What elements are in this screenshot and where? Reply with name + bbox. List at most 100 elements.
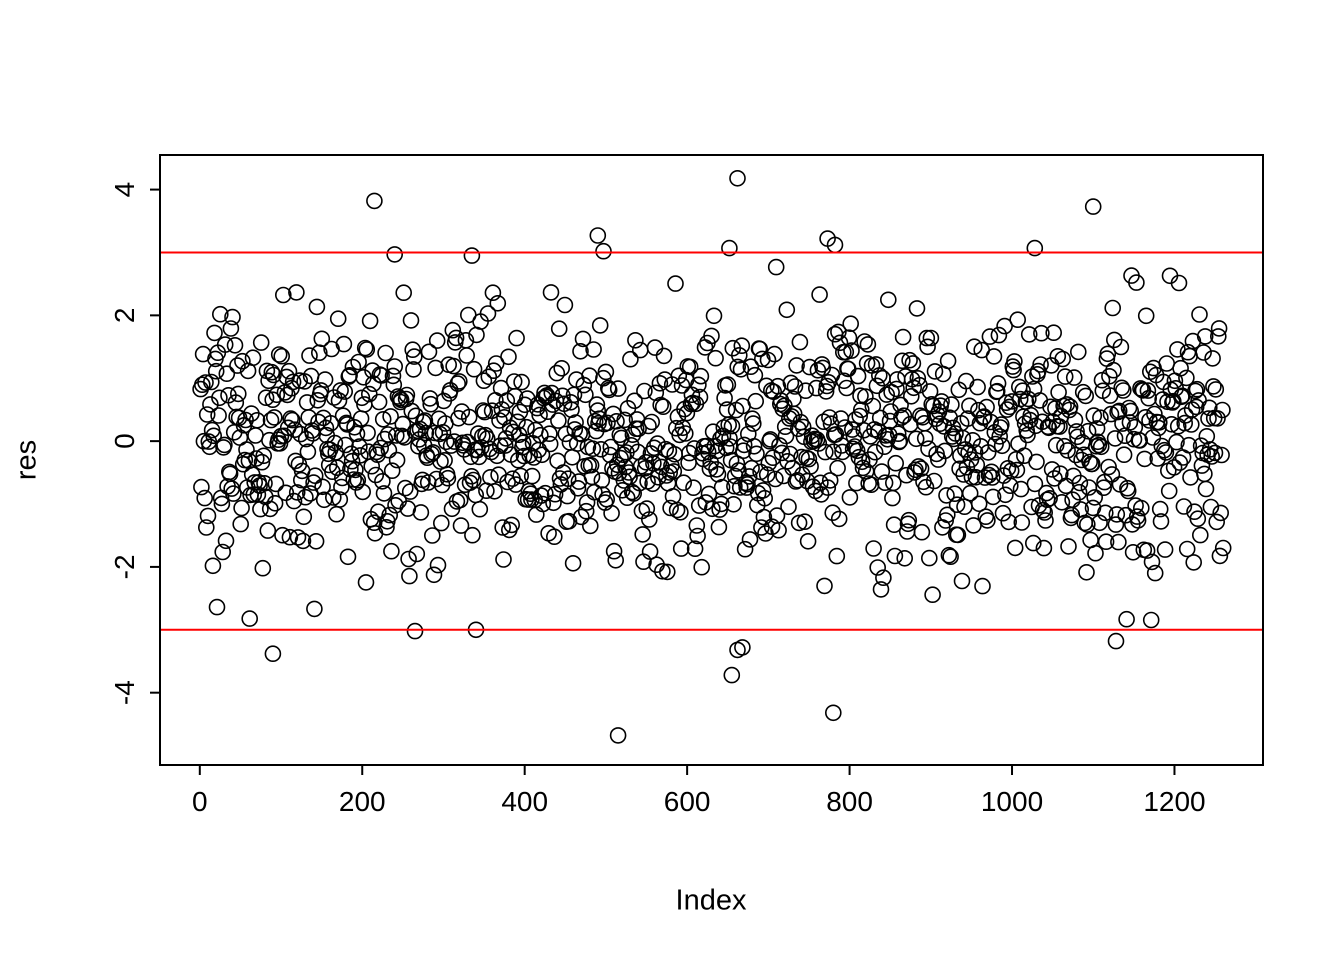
data-point bbox=[996, 317, 1013, 335]
data-point bbox=[920, 549, 938, 567]
data-point bbox=[989, 375, 1007, 392]
data-point bbox=[898, 466, 915, 484]
data-point bbox=[780, 410, 798, 427]
data-point bbox=[427, 359, 444, 377]
data-point bbox=[198, 406, 216, 423]
data-point bbox=[681, 358, 699, 376]
data-point bbox=[383, 542, 400, 560]
data-point bbox=[766, 345, 783, 363]
data-point bbox=[577, 386, 594, 404]
data-point bbox=[403, 402, 421, 420]
data-point bbox=[1109, 403, 1126, 421]
data-point bbox=[894, 328, 912, 346]
data-point bbox=[909, 369, 927, 387]
data-point bbox=[964, 431, 982, 449]
data-point bbox=[254, 559, 272, 577]
data-point bbox=[1103, 466, 1121, 483]
data-point bbox=[540, 524, 557, 542]
data-point bbox=[929, 451, 947, 468]
data-point bbox=[564, 554, 582, 572]
data-point bbox=[1105, 361, 1122, 379]
data-point bbox=[888, 380, 905, 398]
data-point bbox=[1110, 402, 1128, 420]
data-point bbox=[789, 471, 806, 489]
data-point bbox=[831, 334, 849, 352]
data-point bbox=[1121, 414, 1139, 431]
data-point bbox=[1003, 393, 1021, 410]
data-point bbox=[849, 367, 867, 385]
data-point bbox=[351, 438, 368, 455]
data-point bbox=[367, 466, 385, 484]
data-point bbox=[226, 336, 244, 354]
data-point bbox=[384, 367, 402, 385]
data-point bbox=[396, 479, 414, 497]
data-point bbox=[1180, 436, 1198, 454]
data-point bbox=[891, 432, 909, 450]
data-point bbox=[1165, 392, 1182, 410]
data-point bbox=[199, 507, 217, 525]
data-point bbox=[1175, 498, 1193, 515]
data-point bbox=[636, 459, 654, 477]
data-point bbox=[382, 408, 399, 425]
data-point bbox=[559, 487, 576, 505]
data-point bbox=[494, 519, 512, 536]
y-tick-label: 4 bbox=[109, 182, 140, 198]
data-point bbox=[359, 424, 376, 442]
data-point bbox=[569, 479, 587, 497]
data-point bbox=[314, 478, 331, 496]
data-point bbox=[450, 373, 468, 390]
data-point bbox=[729, 358, 747, 376]
data-point bbox=[200, 433, 218, 450]
data-point bbox=[707, 349, 724, 367]
data-point bbox=[476, 403, 494, 421]
data-point bbox=[710, 518, 728, 536]
data-point bbox=[1198, 427, 1216, 445]
data-point bbox=[731, 479, 749, 496]
data-point bbox=[222, 320, 240, 337]
data-point bbox=[198, 519, 215, 536]
data-point bbox=[912, 460, 930, 477]
data-point bbox=[536, 484, 554, 502]
data-point bbox=[486, 482, 503, 500]
data-point bbox=[1016, 415, 1034, 432]
data-point bbox=[1020, 326, 1038, 343]
data-point bbox=[1157, 444, 1175, 461]
data-point bbox=[550, 320, 568, 338]
data-point bbox=[689, 527, 706, 545]
data-point bbox=[591, 317, 609, 334]
data-point bbox=[755, 508, 773, 526]
data-point bbox=[1140, 389, 1157, 407]
data-point bbox=[212, 305, 229, 323]
data-point bbox=[545, 494, 562, 512]
data-point bbox=[1119, 482, 1137, 500]
data-point bbox=[351, 447, 369, 464]
data-point bbox=[641, 543, 659, 560]
data-point bbox=[205, 427, 222, 445]
data-point bbox=[611, 426, 629, 444]
data-point bbox=[911, 407, 929, 425]
data-point bbox=[308, 298, 326, 316]
data-point bbox=[246, 474, 263, 491]
outlier-point bbox=[386, 246, 404, 263]
data-point bbox=[848, 442, 866, 460]
data-point bbox=[589, 402, 607, 419]
data-point bbox=[439, 469, 457, 487]
data-point bbox=[625, 485, 643, 502]
data-point bbox=[213, 495, 231, 513]
data-point bbox=[1100, 458, 1117, 476]
data-point bbox=[1211, 547, 1229, 565]
data-point bbox=[920, 440, 937, 458]
data-point bbox=[817, 383, 835, 400]
data-point bbox=[383, 462, 401, 480]
data-point bbox=[562, 393, 580, 411]
data-point bbox=[640, 417, 657, 435]
data-point bbox=[887, 454, 905, 472]
data-point bbox=[312, 382, 330, 399]
data-point bbox=[488, 447, 506, 465]
data-point bbox=[767, 258, 785, 276]
data-point bbox=[922, 329, 940, 347]
data-point bbox=[289, 529, 307, 546]
outlier-point bbox=[366, 192, 383, 210]
data-point bbox=[381, 506, 399, 524]
